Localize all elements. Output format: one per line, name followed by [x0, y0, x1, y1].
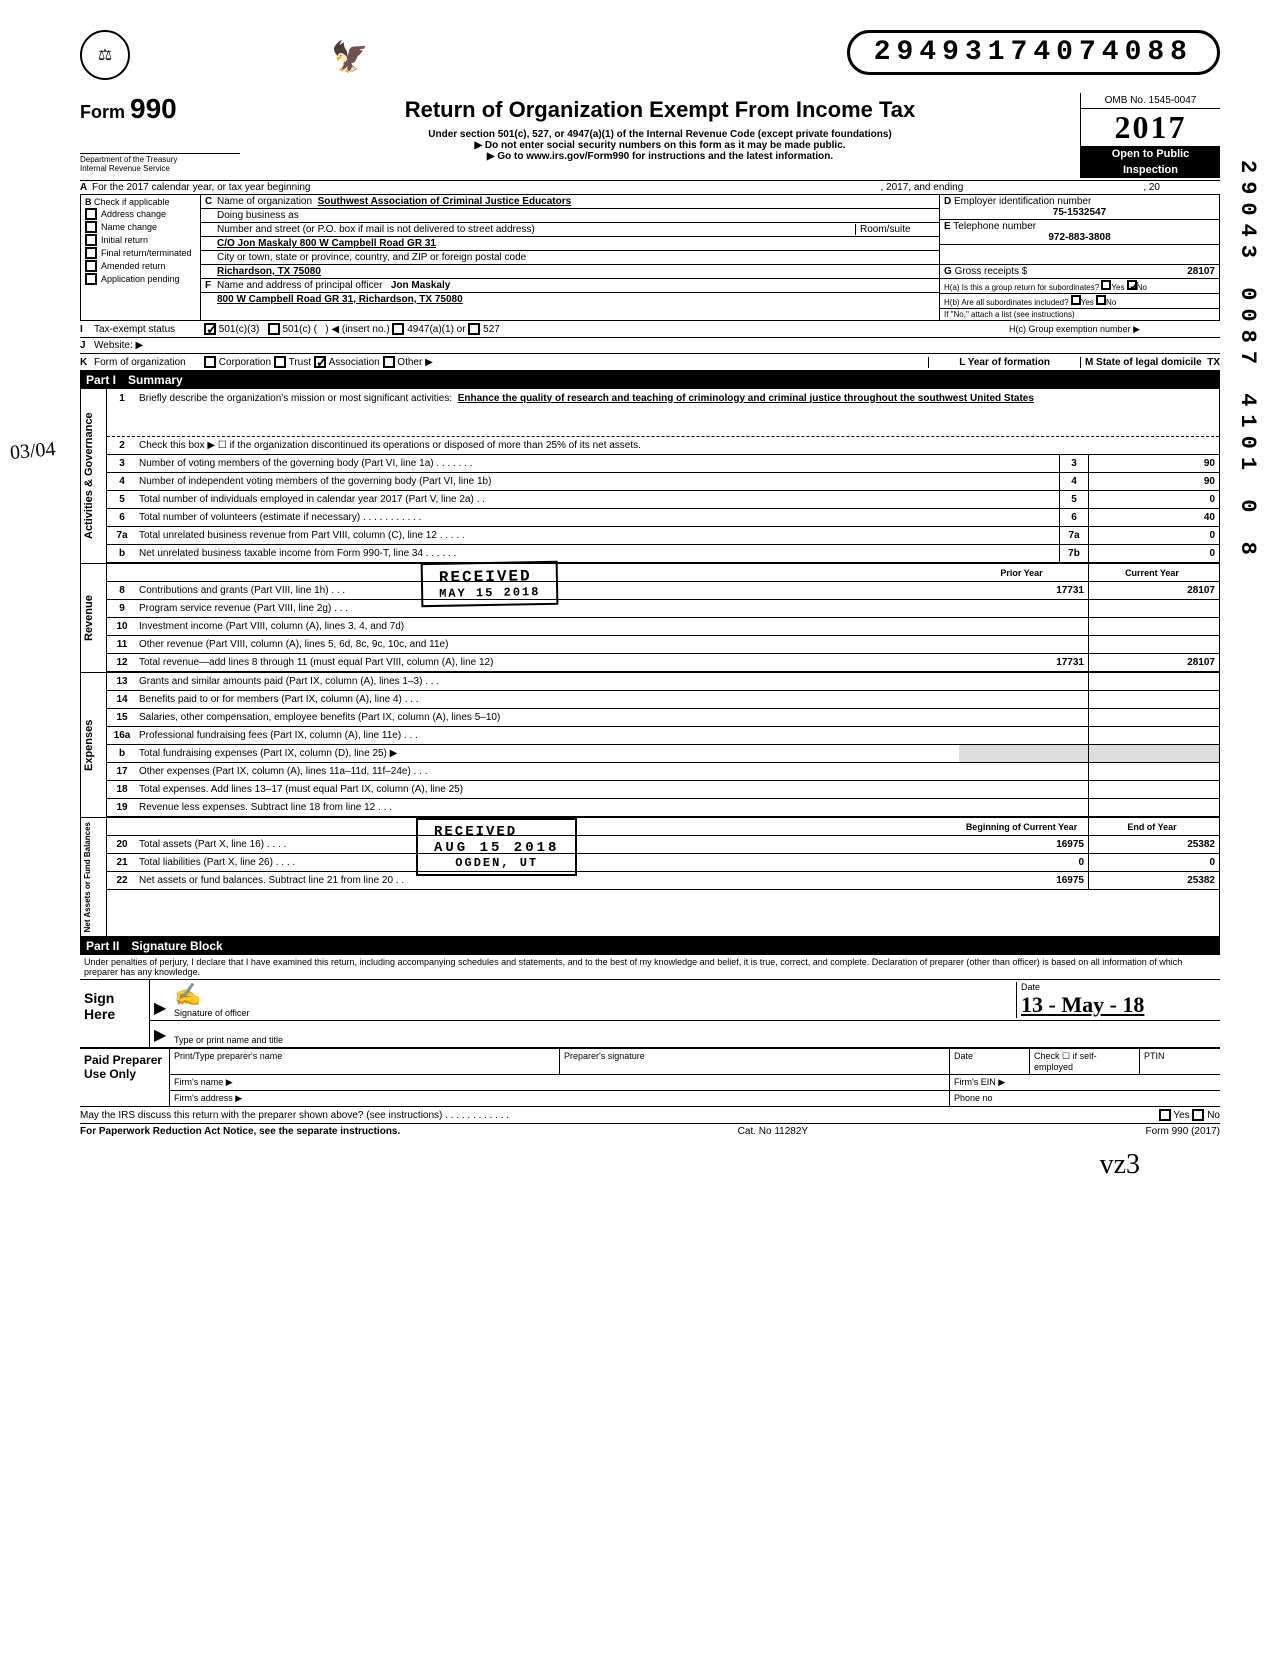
form-title: Return of Organization Exempt From Incom…	[240, 97, 1080, 123]
mission-text: Enhance the quality of research and teac…	[458, 393, 1034, 404]
form-subtitle: Under section 501(c), 527, or 4947(a)(1)…	[240, 129, 1080, 140]
officer-signature: ✍	[174, 982, 201, 1007]
val-8-current: 28107	[1089, 582, 1219, 599]
checkbox-other[interactable]	[383, 356, 395, 368]
phone-value: 972-883-3808	[944, 232, 1215, 243]
val-line4: 90	[1089, 473, 1219, 490]
row-k-form-org: K Form of organization Corporation Trust…	[80, 354, 1220, 371]
checkbox-association[interactable]	[314, 356, 326, 368]
row-j-website: J Website: ▶	[80, 338, 1220, 354]
val-20-begin: 16975	[959, 836, 1089, 853]
val-21-begin: 0	[959, 854, 1089, 871]
checkbox-amended[interactable]	[85, 260, 97, 272]
department-text: Department of the TreasuryInternal Reven…	[80, 153, 240, 173]
checkbox-initial-return[interactable]	[85, 234, 97, 246]
section-label-netassets: Net Assets or Fund Balances	[81, 818, 107, 936]
summary-table: Activities & Governance 1 Briefly descri…	[80, 389, 1220, 564]
checkbox-4947[interactable]	[392, 323, 404, 335]
val-12-current: 28107	[1089, 654, 1219, 671]
section-label-revenue: Revenue	[81, 564, 107, 672]
checkbox-application-pending[interactable]	[85, 273, 97, 285]
top-row: ⚖ 🦅 29493174074088	[80, 30, 1220, 85]
principal-officer-name: Jon Maskaly	[391, 280, 450, 291]
checkbox-hb-no[interactable]	[1096, 295, 1106, 305]
identity-grid: B Check if applicable Address change Nam…	[80, 195, 1220, 321]
checkbox-trust[interactable]	[274, 356, 286, 368]
warning-ssn: ▶ Do not enter social security numbers o…	[240, 140, 1080, 151]
val-22-end: 25382	[1089, 872, 1219, 889]
section-label-expenses: Expenses	[81, 673, 107, 817]
part2-header: Part II Signature Block	[80, 937, 1220, 955]
open-public-label: Open to Public	[1081, 146, 1220, 162]
checkbox-501c[interactable]	[268, 323, 280, 335]
gross-receipts: 28107	[1187, 266, 1215, 277]
state-domicile: TX	[1207, 357, 1220, 368]
checkbox-final-return[interactable]	[85, 247, 97, 259]
omb-number: OMB No. 1545-0047	[1081, 93, 1220, 109]
val-line7b: 0	[1089, 545, 1219, 562]
attestation-text: Under penalties of perjury, I declare th…	[80, 955, 1220, 980]
eagle-seal-icon: 🦅	[320, 30, 380, 85]
org-city: Richardson, TX 75080	[217, 266, 321, 277]
handwritten-initials: vz3	[80, 1149, 1220, 1181]
val-20-end: 25382	[1089, 836, 1219, 853]
checkbox-discuss-no[interactable]	[1192, 1109, 1204, 1121]
checkbox-corp[interactable]	[204, 356, 216, 368]
treasury-seal-icon: ⚖	[80, 30, 130, 80]
val-21-end: 0	[1089, 854, 1219, 871]
val-line3: 90	[1089, 455, 1219, 472]
ein-value: 75-1532547	[944, 207, 1215, 218]
row-a-tax-year: A For the 2017 calendar year, or tax yea…	[80, 181, 1220, 195]
org-name: Southwest Association of Criminal Justic…	[318, 196, 572, 207]
checkbox-501c3[interactable]	[204, 323, 216, 335]
principal-officer-addr: 800 W Campbell Road GR 31, Richardson, T…	[217, 294, 463, 305]
checkbox-ha-yes[interactable]	[1101, 280, 1111, 290]
checkbox-hb-yes[interactable]	[1071, 295, 1081, 305]
checkbox-discuss-yes[interactable]	[1159, 1109, 1171, 1121]
checkbox-527[interactable]	[468, 323, 480, 335]
inspection-label: Inspection	[1081, 162, 1220, 178]
sign-here-block: Sign Here ▶ ✍Signature of officer Date13…	[80, 980, 1220, 1049]
irs-discuss-row: May the IRS discuss this return with the…	[80, 1107, 1220, 1124]
dln-number: 29493174074088	[847, 30, 1220, 75]
part1-header: Part I Summary	[80, 371, 1220, 389]
footer-row: For Paperwork Reduction Act Notice, see …	[80, 1124, 1220, 1139]
val-22-begin: 16975	[959, 872, 1089, 889]
form-header: Form 990 Department of the TreasuryInter…	[80, 93, 1220, 181]
paid-preparer-block: Paid Preparer Use Only Print/Type prepar…	[80, 1049, 1220, 1107]
section-label-governance: Activities & Governance	[81, 389, 107, 563]
revenue-table: RECEIVED MAY 15 2018 Revenue Prior YearC…	[80, 564, 1220, 673]
netassets-table: RECEIVED AUG 15 2018 OGDEN, UT Net Asset…	[80, 818, 1220, 937]
vertical-code: 29043 0087 4101 0 8	[1235, 160, 1260, 563]
val-line7a: 0	[1089, 527, 1219, 544]
form-number: Form 990	[80, 93, 240, 125]
signature-date: 13 - May - 18	[1021, 992, 1144, 1017]
expenses-table: Expenses 13Grants and similar amounts pa…	[80, 673, 1220, 818]
checkbox-address-change[interactable]	[85, 208, 97, 220]
val-line6: 40	[1089, 509, 1219, 526]
row-i-tax-exempt: I Tax-exempt status 501(c)(3) 501(c) ( )…	[80, 321, 1220, 338]
warning-url: ▶ Go to www.irs.gov/Form990 for instruct…	[240, 151, 1080, 162]
val-12-prior: 17731	[959, 654, 1089, 671]
checkbox-ha-no[interactable]	[1127, 280, 1137, 290]
tax-year: 2017	[1081, 109, 1220, 146]
val-line5: 0	[1089, 491, 1219, 508]
checkbox-name-change[interactable]	[85, 221, 97, 233]
org-address: C/O Jon Maskaly 800 W Campbell Road GR 3…	[217, 238, 436, 249]
handwritten-margin-date: 03/04	[9, 438, 56, 465]
val-8-prior: 17731	[959, 582, 1089, 599]
